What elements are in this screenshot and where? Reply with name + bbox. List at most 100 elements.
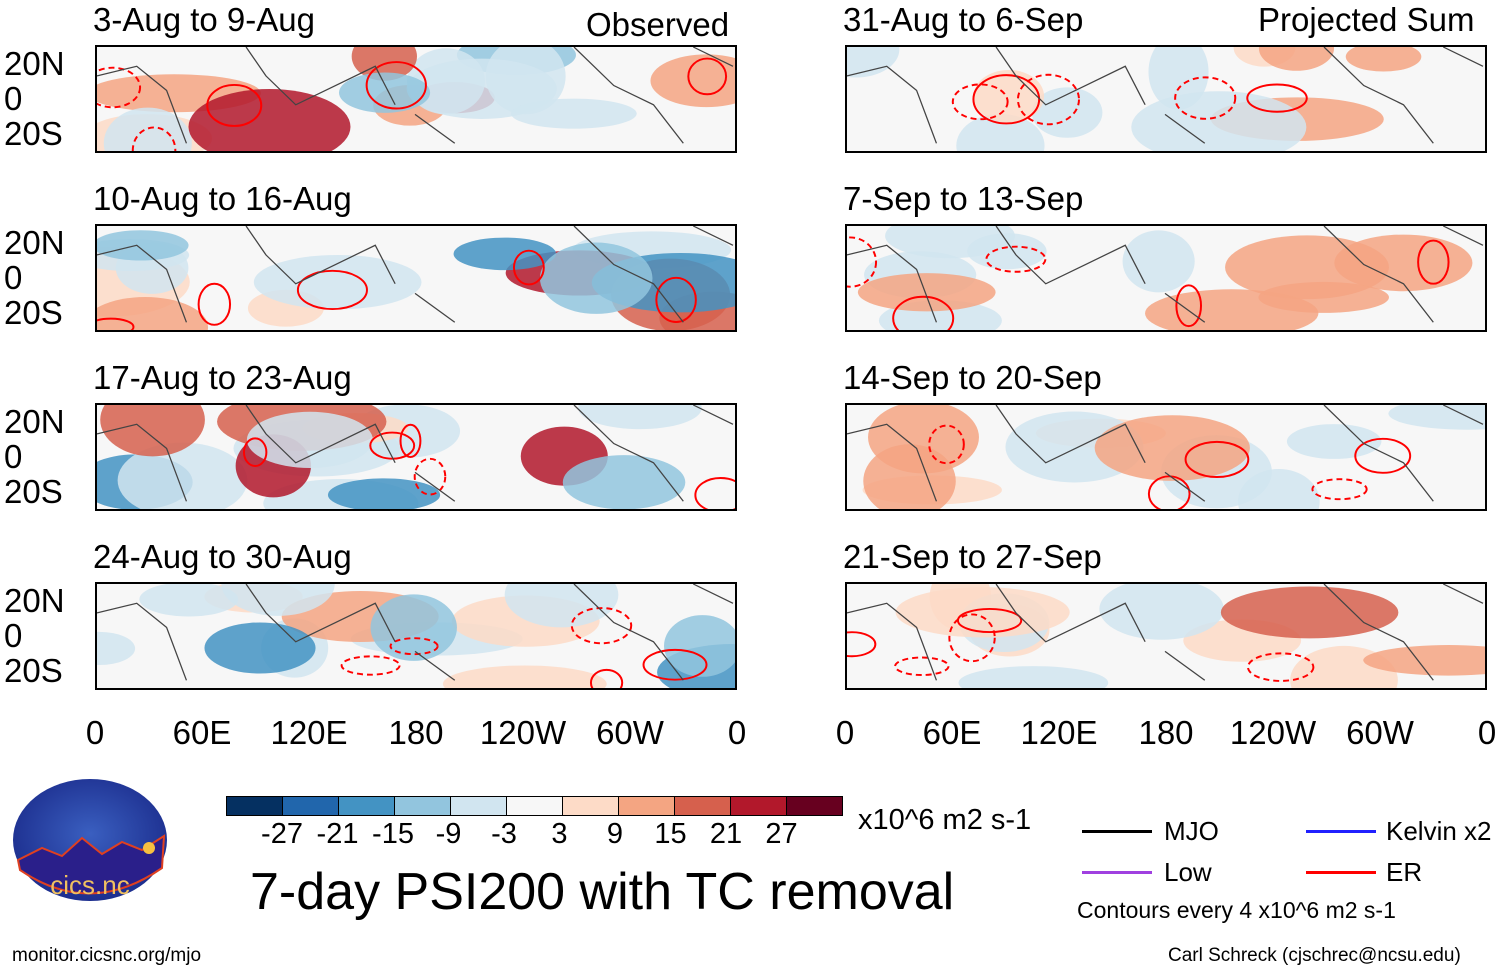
anomaly-blob (246, 411, 373, 468)
er-contour (365, 61, 427, 110)
colorbar-label: -27 (261, 818, 303, 850)
er-contour (972, 74, 1041, 125)
coastline (97, 405, 734, 502)
colorbar-swatch (507, 797, 563, 815)
anomaly-blob (857, 273, 996, 312)
lon-label: 60W (1346, 714, 1414, 751)
er-contour (1016, 73, 1080, 126)
observed-map-panel (95, 45, 737, 153)
er-contour (296, 269, 368, 311)
lon-label: 120W (479, 714, 567, 751)
er-contour (1417, 239, 1450, 285)
colorbar (226, 796, 843, 816)
anomaly-blob (139, 584, 239, 617)
observed-map-panel (95, 582, 737, 690)
lat-label: 0 (4, 617, 23, 654)
er-contour (206, 84, 263, 127)
lat-label: 20N (4, 224, 65, 261)
projected-header: Projected Sum (1258, 1, 1475, 38)
cics-logo: cics.nc (12, 778, 168, 902)
anomaly-blob (1258, 47, 1335, 71)
er-contour (340, 655, 401, 676)
anomaly-blob (539, 242, 653, 314)
er-contour (1147, 475, 1191, 509)
anomaly-blob (100, 405, 205, 457)
legend-low: Low (1164, 857, 1212, 887)
anomaly-blob (1094, 415, 1250, 481)
anomaly-blob (103, 107, 192, 151)
anomaly-blob (97, 631, 136, 666)
er-contour (642, 648, 708, 681)
er-contour (131, 126, 177, 151)
lat-label: 20S (4, 115, 63, 152)
projected-map-panel (845, 403, 1487, 511)
er-contour (413, 457, 447, 496)
panel-title: 17-Aug to 23-Aug (93, 359, 352, 396)
footer-credit: Carl Schreck (cjschrec@ncsu.edu) (1168, 945, 1461, 966)
observed-map-panel (95, 224, 737, 332)
anomaly-blob (370, 594, 457, 661)
colorbar-label: -15 (372, 818, 414, 850)
anomaly-blob (453, 237, 557, 271)
legend-line-er (1306, 871, 1376, 874)
figure-title: 7-day PSI200 with TC removal (250, 863, 955, 921)
coastline (847, 584, 1484, 681)
lon-label: 0 (1477, 714, 1497, 751)
colorbar-label: 3 (551, 818, 568, 850)
er-contour (197, 282, 232, 326)
lon-label: 120E (270, 714, 348, 751)
anomaly-blob (1225, 235, 1389, 300)
colorbar-swatch (283, 797, 339, 815)
colorbar-swatch (227, 797, 283, 815)
lat-label: 0 (4, 259, 23, 296)
anomaly-blob (1131, 91, 1307, 151)
anomaly-blob (204, 622, 316, 674)
legend-line-mjo (1082, 830, 1152, 833)
coastline (847, 47, 1484, 144)
anomaly-blob (1345, 47, 1422, 72)
projected-map-panel (845, 224, 1487, 332)
er-contour (1247, 652, 1315, 682)
lat-label: 20N (4, 45, 65, 82)
lon-label: 0 (727, 714, 747, 751)
lon-label: 0 (85, 714, 105, 751)
er-contour (1175, 284, 1203, 328)
er-contour (242, 437, 268, 467)
coastline (97, 47, 734, 144)
legend-line-kelvin (1306, 830, 1376, 833)
colorbar-swatch (731, 797, 787, 815)
colorbar-swatch (787, 797, 842, 815)
anomaly-blob (578, 405, 702, 430)
lat-label: 20S (4, 473, 63, 510)
lon-label: 60E (172, 714, 232, 751)
coastline (97, 226, 734, 323)
anomaly-blob (895, 587, 1070, 638)
anomaly-blob (253, 254, 422, 310)
colorbar-label: -3 (491, 818, 517, 850)
colorbar-swatch (395, 797, 451, 815)
er-contour (399, 423, 422, 458)
panel-title: 3-Aug to 9-Aug (93, 1, 315, 38)
anomaly-blob (847, 47, 900, 78)
projected-map-panel (845, 582, 1487, 690)
colorbar-units: x10^6 m2 s-1 (858, 804, 1032, 836)
er-contour (1174, 76, 1237, 120)
er-contour (951, 83, 1009, 121)
er-contour (97, 317, 135, 330)
observed-map-panel (95, 403, 737, 511)
anomaly-blob (1145, 289, 1319, 330)
er-contour (1311, 478, 1368, 501)
er-contour (97, 66, 142, 109)
lon-label: 60E (922, 714, 982, 751)
anomaly-blob (406, 58, 557, 119)
colorbar-label: -21 (316, 818, 359, 850)
legend-line-low (1082, 871, 1152, 874)
anomaly-blob (1363, 645, 1485, 676)
colorbar-label: 9 (606, 818, 624, 850)
er-contour (985, 245, 1047, 273)
anomaly-blob (327, 478, 441, 509)
coastline (97, 584, 734, 681)
anomaly-blob (958, 666, 1109, 688)
logo-text: cics.nc (50, 870, 129, 900)
lat-label: 20S (4, 652, 63, 689)
